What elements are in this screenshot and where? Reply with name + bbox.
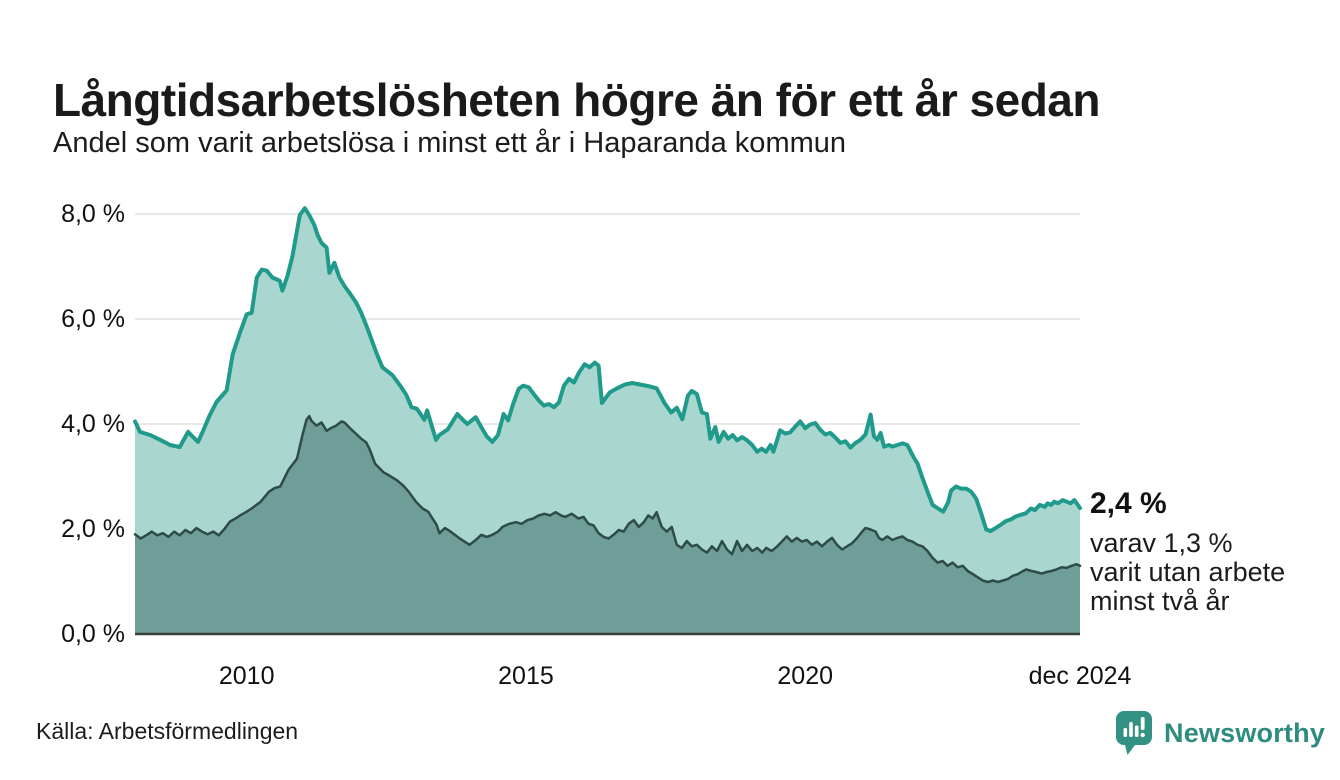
newsworthy-logo: Newsworthy xyxy=(1113,708,1325,758)
x-axis-tick-label: 2010 xyxy=(218,662,275,690)
y-axis-tick-label: 8,0 % xyxy=(61,200,125,228)
page-subtitle: Andel som varit arbetslösa i minst ett å… xyxy=(53,127,847,159)
bar-chart-speech-bubble-icon xyxy=(1116,711,1152,755)
end-value-detail-line: minst två år xyxy=(1090,586,1230,616)
x-axis-tick-label: dec 2024 xyxy=(1028,662,1132,690)
y-axis-tick-label: 4,0 % xyxy=(61,410,125,438)
line-series-total xyxy=(133,206,1082,534)
source-note: Källa: Arbetsförmedlingen xyxy=(36,718,299,744)
x-axis-tick-label: 2020 xyxy=(777,662,834,690)
y-axis-tick-label: 0,0 % xyxy=(61,620,125,648)
end-value-annotation: 2,4 % varav 1,3 % varit utan arbete mins… xyxy=(1090,487,1340,616)
area-series-two-years xyxy=(135,416,1080,634)
end-value-label: 2,4 % xyxy=(1090,487,1167,520)
y-axis-tick-label: 2,0 % xyxy=(61,515,125,543)
y-axis-tick-label: 6,0 % xyxy=(61,305,125,333)
end-value-detail-line: varit utan arbete xyxy=(1090,557,1286,587)
newsworthy-logo-text: Newsworthy xyxy=(1164,717,1326,748)
page-title: Långtidsarbetslösheten högre än för ett … xyxy=(53,73,1100,126)
x-axis-tick-label: 2015 xyxy=(498,662,554,690)
line-series-two-years xyxy=(133,414,1082,584)
end-value-detail-line: varav 1,3 % xyxy=(1090,528,1233,558)
